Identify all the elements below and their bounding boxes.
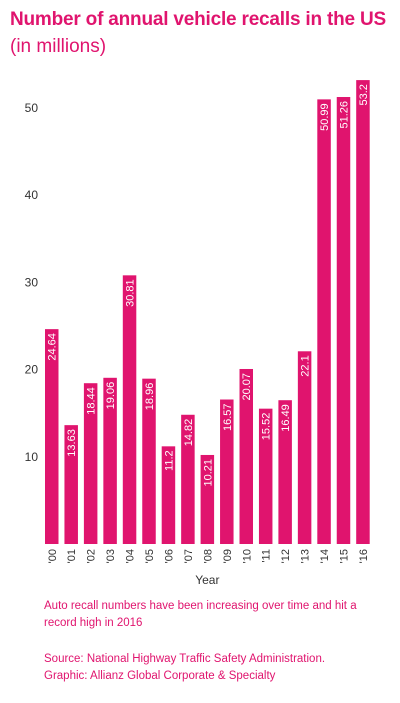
bar bbox=[336, 97, 351, 544]
bar bbox=[317, 99, 331, 545]
x-tick-label: '16 bbox=[358, 549, 370, 563]
x-tick-label: '09 bbox=[222, 549, 234, 563]
data-label: 16.49 bbox=[280, 404, 292, 432]
x-tick-label: '08 bbox=[202, 549, 214, 563]
y-tick-label: 20 bbox=[25, 363, 39, 377]
bar bbox=[356, 80, 370, 544]
bar bbox=[64, 425, 78, 544]
x-tick-label: '05 bbox=[144, 549, 156, 563]
x-tick-label: '14 bbox=[319, 549, 331, 563]
bar bbox=[258, 408, 273, 544]
graphic-credit: Graphic: Allianz Global Corporate & Spec… bbox=[44, 670, 276, 682]
y-tick-label: 10 bbox=[25, 450, 39, 464]
data-label: 30.81 bbox=[125, 279, 137, 307]
bar bbox=[45, 329, 59, 544]
chart-title: Number of annual vehicle recalls in the … bbox=[10, 9, 386, 30]
y-tick-label: 40 bbox=[25, 188, 39, 202]
bar bbox=[220, 399, 234, 544]
bar bbox=[142, 378, 156, 544]
bar bbox=[83, 383, 98, 544]
data-label: 19.06 bbox=[105, 382, 117, 410]
bar bbox=[200, 454, 215, 544]
x-tick-label: '10 bbox=[241, 549, 253, 563]
y-tick-label: 30 bbox=[25, 275, 39, 289]
y-tick-label: 50 bbox=[25, 101, 39, 115]
chart-note: Auto recall numbers have been increasing… bbox=[44, 600, 357, 629]
data-label: 24.64 bbox=[47, 333, 59, 361]
x-tick-label: '15 bbox=[339, 549, 351, 563]
x-tick-label: '02 bbox=[86, 549, 98, 563]
data-label: 18.44 bbox=[86, 387, 98, 415]
x-tick-label: '12 bbox=[280, 549, 292, 563]
chart-source: Source: National Highway Traffic Safety … bbox=[44, 651, 384, 685]
bar bbox=[278, 400, 292, 544]
bar bbox=[122, 275, 137, 544]
data-label: 15.52 bbox=[261, 413, 273, 441]
bar bbox=[239, 368, 253, 544]
data-label: 14.82 bbox=[183, 419, 195, 447]
data-label: 11.2 bbox=[163, 450, 175, 471]
x-tick-label: '03 bbox=[105, 549, 117, 563]
data-label: 51.26 bbox=[339, 101, 351, 129]
data-label: 10.21 bbox=[202, 459, 214, 487]
x-tick-label: '11 bbox=[261, 549, 273, 563]
bar bbox=[103, 377, 117, 544]
data-label: 53.2 bbox=[358, 84, 370, 105]
data-label: 13.63 bbox=[66, 429, 78, 457]
data-label: 20.07 bbox=[241, 373, 253, 401]
x-axis-title: Year bbox=[195, 573, 219, 587]
data-label: 22.1 bbox=[300, 355, 312, 376]
source-line: Source: National Highway Traffic Safety … bbox=[44, 653, 326, 665]
x-tick-label: '13 bbox=[300, 549, 312, 563]
x-tick-label: '07 bbox=[183, 549, 195, 563]
x-tick-label: '01 bbox=[66, 549, 78, 563]
chart-subtitle: (in millions) bbox=[10, 36, 107, 57]
x-tick-label: '00 bbox=[47, 549, 59, 563]
bar bbox=[161, 446, 176, 544]
x-tick-label: '06 bbox=[163, 549, 175, 563]
data-label: 18.96 bbox=[144, 383, 156, 411]
data-label: 16.57 bbox=[222, 404, 234, 432]
data-label: 50.99 bbox=[319, 103, 331, 131]
bar bbox=[297, 351, 312, 544]
bar-chart: 10 20 30 40 50 24.64 '00 13.63 '01 18.44 '02 19.06 '… bbox=[25, 80, 370, 587]
bar bbox=[181, 414, 195, 544]
x-tick-label: '04 bbox=[125, 549, 137, 563]
